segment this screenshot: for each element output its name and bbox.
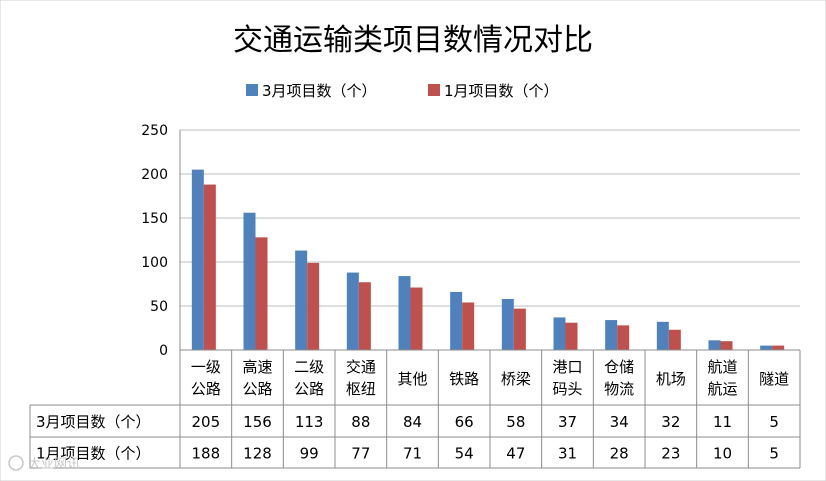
category-label: 仓储 <box>604 358 634 376</box>
table-cell: 32 <box>661 413 680 431</box>
category-label: 高速 <box>242 358 272 376</box>
category-label: 公路 <box>191 380 221 398</box>
category-label: 交通 <box>346 358 376 376</box>
bar-series-1-cat-9 <box>668 329 681 350</box>
y-tick-label: 0 <box>159 343 168 359</box>
category-label: 公路 <box>242 380 272 398</box>
category-label: 公路 <box>294 380 324 398</box>
table-cell: 47 <box>506 445 525 463</box>
category-label: 铁路 <box>449 370 479 388</box>
table-cell: 10 <box>713 445 732 463</box>
y-axis-ticks: 0 50 100 150 200 250 <box>141 123 168 359</box>
bar-series-1-cat-10 <box>720 341 733 350</box>
category-label: 隧道 <box>759 370 789 388</box>
table-cell: 188 <box>192 445 221 463</box>
bar-series-0-cat-5 <box>450 291 463 350</box>
category-label: 其他 <box>397 370 427 388</box>
y-tick-label: 50 <box>150 299 168 315</box>
bar-series-0-cat-1 <box>243 212 256 350</box>
category-label: 机场 <box>656 370 686 388</box>
bar-series-1-cat-6 <box>513 308 526 350</box>
table-cell: 88 <box>351 413 370 431</box>
table-cell: 84 <box>403 413 422 431</box>
bar-series-1-cat-5 <box>462 302 475 350</box>
watermark-text: 大业网讯 <box>28 457 80 472</box>
category-label: 二级 <box>294 358 324 376</box>
bar-series-0-cat-4 <box>398 276 411 350</box>
category-label: 物流 <box>604 380 634 398</box>
bar-series-0-cat-9 <box>656 321 669 350</box>
bar-series-0-cat-7 <box>553 317 566 350</box>
bar-series-1-cat-1 <box>255 237 268 350</box>
bar-series-0-cat-0 <box>191 169 204 350</box>
table-cell: 31 <box>558 445 577 463</box>
table-cell: 128 <box>243 445 272 463</box>
bar-series-0-cat-11 <box>760 345 773 350</box>
table-cell: 113 <box>295 413 324 431</box>
category-label: 码头 <box>552 380 582 398</box>
legend: 3月项目数（个） 1月项目数（个） <box>246 82 559 100</box>
category-label: 枢纽 <box>346 380 376 398</box>
bar-series-1-cat-8 <box>617 325 630 350</box>
gridlines <box>180 129 800 307</box>
bar-series-1-cat-4 <box>410 287 423 350</box>
bar-series-1-cat-11 <box>772 345 785 350</box>
table-cell: 77 <box>351 445 370 463</box>
table-cell: 58 <box>506 413 525 431</box>
table-cell: 99 <box>300 445 319 463</box>
category-label: 桥梁 <box>501 370 531 388</box>
y-tick-label: 250 <box>141 123 168 139</box>
bar-series-1-cat-3 <box>358 282 371 350</box>
table-cell: 5 <box>769 445 779 463</box>
bar-series-0-cat-8 <box>605 320 618 350</box>
watermark: 大业网讯 <box>8 455 80 472</box>
category-label: 航道 <box>707 358 737 376</box>
table-cell: 156 <box>243 413 272 431</box>
category-label: 航运 <box>707 380 737 398</box>
bar-series-1-cat-2 <box>307 262 320 350</box>
table-cell: 34 <box>610 413 629 431</box>
bar-series-1-cat-7 <box>565 322 578 350</box>
table-row-header-0: 3月项目数（个） <box>36 413 151 431</box>
table-cell: 54 <box>455 445 474 463</box>
chart-title: 交通运输类项目数情况对比 <box>233 23 593 58</box>
table-cell: 205 <box>192 413 221 431</box>
category-label: 港口 <box>552 358 582 376</box>
y-tick-label: 100 <box>141 255 168 271</box>
bar-series-0-cat-2 <box>295 250 308 350</box>
legend-label-1月: 1月项目数（个） <box>444 82 559 100</box>
table-row-header-1: 1月项目数（个） <box>36 445 151 463</box>
table-cell: 66 <box>455 413 474 431</box>
legend-swatch-1月 <box>428 84 440 96</box>
bar-series-0-cat-6 <box>501 298 514 350</box>
table-cell: 11 <box>713 413 732 431</box>
bar-series-0-cat-10 <box>708 340 721 350</box>
y-tick-label: 200 <box>141 167 168 183</box>
bar-series-1-cat-0 <box>203 184 216 350</box>
y-tick-label: 150 <box>141 211 168 227</box>
legend-swatch-3月 <box>246 84 258 96</box>
bar-series-0-cat-3 <box>346 272 359 350</box>
table-cell: 5 <box>769 413 779 431</box>
bars <box>191 169 785 350</box>
category-label: 一级 <box>191 358 221 376</box>
table-cell: 23 <box>661 445 680 463</box>
watermark-logo-icon <box>8 455 24 471</box>
table-cell: 28 <box>610 445 629 463</box>
table-cell: 71 <box>403 445 422 463</box>
legend-label-3月: 3月项目数（个） <box>262 82 377 100</box>
table-cell: 37 <box>558 413 577 431</box>
